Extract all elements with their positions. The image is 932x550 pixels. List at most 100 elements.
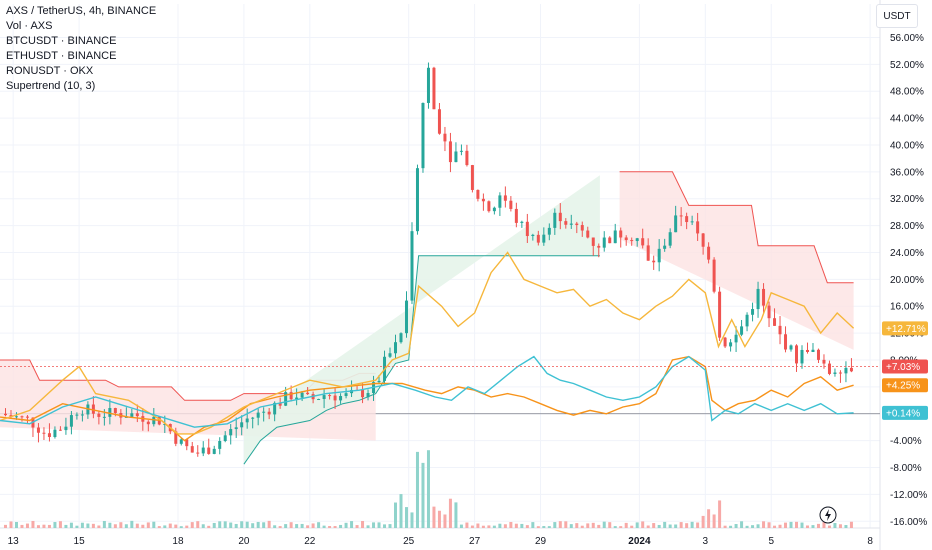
candle-body-125	[690, 221, 694, 223]
y-tick-label-8: 24.00%	[890, 248, 924, 259]
candle-body-76	[421, 102, 425, 169]
candle-body-80	[443, 133, 447, 142]
x-tick-label-9: 3	[703, 536, 709, 547]
volume-bar-10	[58, 521, 62, 528]
volume-bar-102	[564, 521, 568, 528]
x-tick-label-6: 27	[469, 536, 481, 547]
legend-item-ron[interactable]: RONUSDT · OKX	[6, 65, 94, 77]
candle-body-110	[608, 237, 612, 244]
x-tick-label-7: 29	[535, 536, 547, 547]
candle-body-107	[591, 237, 595, 246]
volume-bar-16	[91, 523, 95, 528]
candle-body-4	[25, 416, 29, 418]
candle-body-153	[844, 367, 848, 374]
volume-bar-29	[163, 525, 167, 528]
volume-bar-4	[25, 523, 29, 528]
legend-item-supertrend[interactable]: Supertrend (10, 3)	[6, 80, 96, 92]
volume-bar-34	[190, 522, 194, 528]
volume-bar-98	[542, 526, 546, 528]
candle-body-62	[344, 393, 348, 397]
volume-bar-51	[284, 524, 288, 528]
candle-body-147	[811, 349, 815, 352]
volume-bar-78	[432, 506, 436, 528]
last-value-badge-1	[882, 359, 928, 374]
volume-bar-65	[361, 520, 365, 528]
volume-bar-48	[267, 520, 271, 528]
legend-title: AXS / TetherUS, 4h, BINANCE	[6, 5, 157, 17]
candle-body-146	[805, 349, 809, 352]
volume-bar-7	[42, 524, 46, 528]
volume-bar-74	[410, 512, 414, 528]
candle-body-94	[520, 221, 524, 223]
y-tick-label-5: 36.00%	[890, 167, 924, 178]
volume-bar-55	[306, 525, 310, 528]
candle-body-0	[3, 413, 7, 416]
candle-body-54	[300, 392, 304, 398]
volume-bar-42	[234, 523, 238, 528]
legend-item-btc[interactable]: BTCUSDT · BINANCE	[6, 35, 117, 47]
volume-bar-146	[805, 525, 809, 528]
volume-bar-15	[86, 523, 90, 528]
last-value-badge-2	[882, 378, 928, 393]
last-value-label-3: +0.14%	[886, 408, 920, 419]
candle-body-8	[47, 433, 51, 438]
candle-body-118	[652, 260, 656, 263]
volume-bar-24	[135, 523, 139, 528]
legend-item-eth[interactable]: ETHUSDT · BINANCE	[6, 50, 117, 62]
volume-bar-97	[536, 526, 540, 528]
volume-bar-131	[723, 525, 727, 528]
last-value-label-2: +4.25%	[886, 381, 920, 392]
candle-body-16	[91, 404, 95, 414]
volume-bar-132	[729, 525, 733, 528]
y-tick-label-10: 16.00%	[890, 302, 924, 313]
candle-body-106	[586, 230, 590, 238]
candle-body-129	[712, 259, 716, 292]
y-tick-label-2: 48.00%	[890, 87, 924, 98]
candle-body-10	[58, 429, 62, 431]
x-tick-label-5: 25	[403, 536, 415, 547]
y-tick-label-6: 32.00%	[890, 194, 924, 205]
candle-body-98	[542, 234, 546, 243]
volume-bar-113	[624, 522, 628, 528]
candle-body-116	[641, 238, 645, 246]
last-value-badge-0	[882, 321, 928, 336]
candle-body-113	[624, 237, 628, 241]
volume-bar-22	[124, 524, 128, 528]
volume-bar-88	[487, 525, 491, 528]
candle-body-97	[536, 234, 540, 243]
y-tick-label-7: 28.00%	[890, 221, 924, 232]
volume-bar-50	[278, 526, 282, 528]
candle-body-101	[558, 212, 562, 222]
last-value-badge-3	[882, 405, 928, 420]
volume-bar-124	[685, 523, 689, 528]
candle-body-108	[597, 245, 601, 248]
candle-body-46	[256, 412, 260, 418]
volume-bar-83	[459, 524, 463, 528]
volume-bar-70	[388, 524, 392, 528]
candle-body-99	[547, 227, 551, 235]
candle-body-34	[190, 446, 194, 453]
candle-body-42	[234, 427, 238, 430]
volume-bar-108	[597, 524, 601, 528]
volume-bar-67	[372, 522, 376, 528]
volume-bar-135	[745, 525, 749, 528]
supertrend-down-fill-1	[619, 171, 854, 350]
x-tick-label-10: 5	[768, 536, 774, 547]
volume-bar-14	[80, 522, 84, 528]
candle-body-135	[745, 314, 749, 327]
volume-bar-17	[97, 525, 101, 528]
volume-bar-118	[652, 523, 656, 528]
volume-bar-126	[696, 522, 700, 528]
volume-bar-116	[641, 521, 645, 528]
volume-bar-61	[339, 524, 343, 528]
candle-body-26	[146, 421, 150, 425]
candle-body-145	[800, 349, 804, 364]
legend-item-volume[interactable]: Vol · AXS	[6, 20, 53, 32]
axis-unit-button[interactable]: USDT	[876, 4, 918, 28]
y-tick-label-9: 20.00%	[890, 275, 924, 286]
volume-bar-151	[833, 523, 837, 528]
candle-body-60	[333, 395, 337, 401]
volume-bar-82	[454, 502, 458, 528]
candle-body-52	[289, 392, 293, 400]
x-tick-label-8: 2024	[628, 536, 651, 547]
